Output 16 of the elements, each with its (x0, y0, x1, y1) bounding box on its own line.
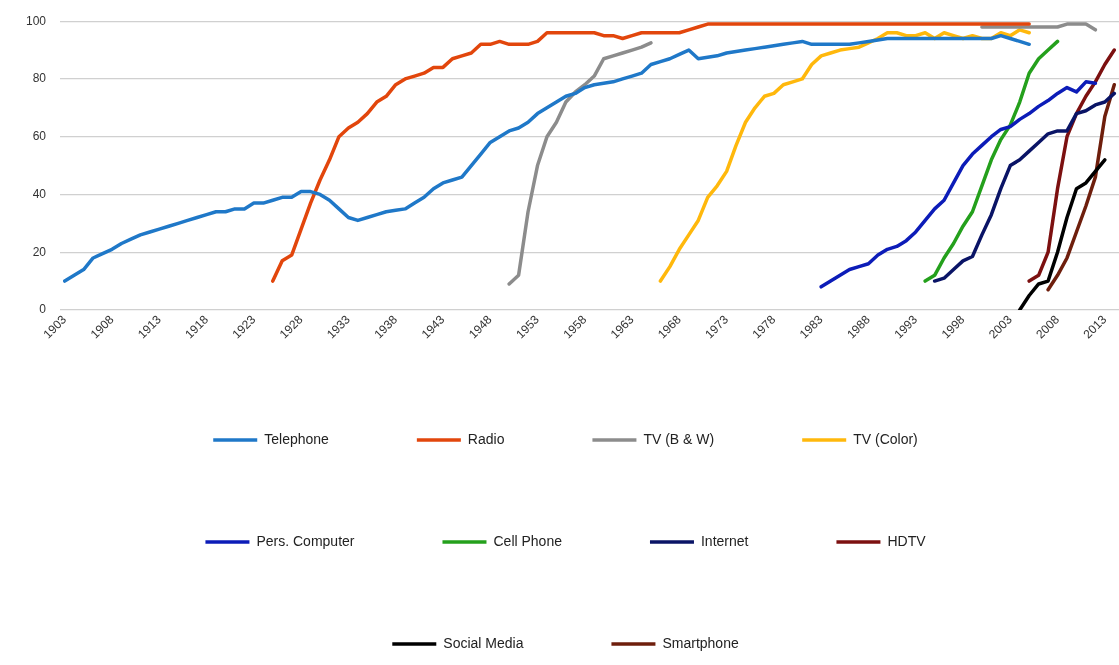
legend-label: Telephone (264, 430, 330, 447)
y-tick-label: 60 (32, 129, 47, 144)
legend-label: Smartphone (662, 634, 739, 651)
legend-label: Cell Phone (493, 532, 563, 549)
y-tick-label: 80 (32, 71, 47, 86)
y-tick-label: 40 (32, 186, 47, 201)
legend-label: Pers. Computer (256, 532, 355, 549)
legend-label: Social Media (443, 634, 524, 651)
legend-label: TV (B & W) (643, 430, 715, 447)
y-tick-label: 100 (25, 13, 47, 28)
legend-label: TV (Color) (853, 430, 918, 447)
legend-label: Internet (700, 532, 749, 549)
legend-label: Radio (467, 430, 505, 447)
y-tick-label: 0 (39, 302, 47, 317)
y-tick-label: 20 (32, 244, 47, 259)
legend-label: HDTV (887, 532, 927, 549)
